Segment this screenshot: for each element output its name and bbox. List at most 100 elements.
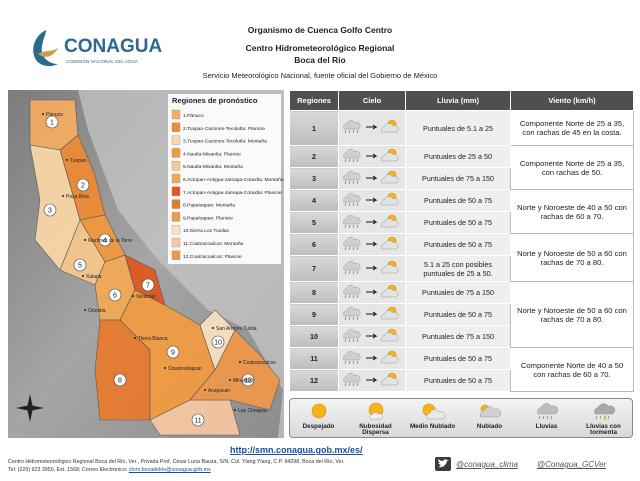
legend-swatch bbox=[171, 224, 181, 235]
rain-cell: 5.1 a 25 con posibles puntuales de 25 a … bbox=[405, 255, 511, 282]
wind-cell: Norte y Noroeste de 50 a 60 con rachas d… bbox=[510, 233, 634, 282]
sky-legend-symbol bbox=[422, 403, 445, 420]
legend-label: 9.Papaloapan: Planicie bbox=[183, 215, 233, 221]
rain-cell: Puntuales de 5.1 a 25 bbox=[405, 110, 511, 146]
place-label: Martínez de la Torre bbox=[88, 238, 133, 244]
region-marker bbox=[191, 413, 205, 427]
place-label: Poza Rica bbox=[66, 194, 89, 200]
twitter-handle[interactable]: @conagua_clima bbox=[456, 460, 518, 469]
place-dot bbox=[66, 159, 68, 161]
map-region bbox=[189, 329, 281, 411]
logo: CONAGUA COMISIÓN NACIONAL DEL AGUA bbox=[33, 30, 162, 67]
region-cell: 4 bbox=[289, 189, 339, 212]
url-link[interactable]: http://smn.conagua.gob.mx/es/ bbox=[230, 445, 363, 455]
sky-legend-label: Lluvias con tormenta bbox=[586, 422, 621, 437]
sky-legend-symbol bbox=[311, 403, 326, 419]
region-cell: 2 bbox=[289, 145, 339, 168]
table-row: 10 Puntuales de 75 a 150 bbox=[289, 325, 634, 348]
column-header: Lluvia (mm) bbox=[405, 90, 511, 111]
sky-icons bbox=[343, 260, 399, 274]
sky-legend-item: Despejado bbox=[290, 399, 347, 437]
sky-legend-symbol bbox=[368, 402, 383, 420]
email-link[interactable]: chmr.bocadelrio@conagua.gob.mx bbox=[128, 467, 211, 473]
region-cell: 7 bbox=[289, 255, 339, 282]
phone: Tel: (229) 923 3950, Ext. 1568; Correo E… bbox=[8, 467, 128, 473]
legend-label: 12.Coatzacoalcos: Planicie bbox=[183, 254, 242, 260]
place-label: Minatitlán bbox=[233, 378, 255, 384]
rain-cell: Puntuales de 50 a 75 bbox=[405, 303, 511, 326]
region-number: 10 bbox=[214, 340, 222, 347]
legend-swatch bbox=[171, 186, 181, 197]
place-label: Orizaba bbox=[88, 308, 106, 314]
sky-icons bbox=[343, 214, 399, 228]
sky-legend-label: Nubosidad Dispersa bbox=[359, 422, 392, 437]
sky-icons bbox=[343, 236, 399, 250]
legend-label: 6.Actopan-Antigua-Jamapa-Cotaxtla: Monta… bbox=[183, 177, 284, 183]
rain-cell: Puntuales de 50 a 75 bbox=[405, 233, 511, 256]
table-row: 1 Puntuales de 5.1 a 25 Componente Norte d… bbox=[289, 110, 634, 146]
place-label: Coatzacoalcos bbox=[243, 360, 276, 366]
place-dot bbox=[132, 295, 134, 297]
region-number: 8 bbox=[118, 378, 122, 385]
rain-cell: Puntuales de 75 a 150 bbox=[405, 167, 511, 190]
place-dot bbox=[42, 113, 44, 115]
sky-icons bbox=[343, 119, 399, 134]
region-cell: 5 bbox=[289, 211, 339, 234]
rain-cell: Puntuales de 50 a 75 bbox=[405, 189, 511, 212]
table-row: 3 Puntuales de 75 a 150 bbox=[289, 167, 634, 190]
sky-legend-symbol bbox=[593, 403, 615, 424]
table-row: 4 Puntuales de 50 a 75 Norte y Noroeste de… bbox=[289, 189, 634, 234]
sky-legend-icon bbox=[518, 401, 575, 424]
place-label: Pánuco bbox=[46, 112, 63, 118]
legend-title: Regiones de pronóstico bbox=[172, 96, 258, 105]
sky-icons bbox=[343, 372, 399, 386]
legend-swatch bbox=[171, 212, 181, 222]
sky-legend-symbol bbox=[536, 403, 558, 420]
region-number: 7 bbox=[146, 283, 150, 290]
sky-legend-label: Despejado bbox=[302, 422, 335, 430]
place-dot bbox=[234, 409, 236, 411]
region-marker bbox=[241, 373, 255, 387]
sky-legend-icon bbox=[347, 401, 404, 424]
place-label: Tuxpan bbox=[70, 158, 87, 164]
sky-cell bbox=[338, 145, 406, 168]
legend-swatch bbox=[171, 160, 181, 171]
compass-rose bbox=[16, 394, 44, 422]
sky-icons bbox=[343, 284, 399, 298]
region-cell: 9 bbox=[289, 303, 339, 326]
address: Centro Hidrometeorológico Regional Boca … bbox=[8, 459, 345, 465]
twitter-handle[interactable]: @Conagua_GCVer bbox=[537, 460, 607, 469]
region-number: 9 bbox=[171, 350, 175, 357]
sky-cell bbox=[338, 281, 406, 304]
sky-legend-icon bbox=[404, 401, 461, 424]
sky-icons bbox=[343, 328, 399, 342]
place-dot bbox=[82, 275, 84, 277]
rain-cell: Puntuales de 50 a 75 bbox=[405, 211, 511, 234]
table-row: 11 Puntuales de 50 a 75 Componente Norte d… bbox=[289, 347, 634, 392]
wind-cell: Componente Norte de 25 a 35, con rachas … bbox=[510, 110, 634, 146]
sky-legend-item: Lluvias con tormenta bbox=[575, 399, 632, 437]
region-number: 12 bbox=[244, 378, 252, 385]
sky-icons bbox=[343, 170, 399, 184]
sky-cell bbox=[338, 255, 406, 282]
wind-cell: Componente Norte de 25 a 35, con rachas … bbox=[510, 145, 634, 190]
region-number: 3 bbox=[48, 208, 52, 215]
place-label: Cosamaloapan bbox=[168, 366, 202, 372]
sky-cell bbox=[338, 211, 406, 234]
legend-label: 2.Tuxpan-Cazones-Tecolutla: Planicie bbox=[183, 126, 265, 132]
sky-legend-icon bbox=[575, 401, 632, 424]
legend-swatch bbox=[171, 173, 181, 184]
place-label: Tierra Blanca bbox=[138, 336, 168, 342]
wind-cell: Norte y Noroeste de 50 a 60 con rachas d… bbox=[510, 281, 634, 348]
legend-swatch bbox=[171, 148, 181, 158]
region-cell: 8 bbox=[289, 281, 339, 304]
sky-legend-label: Medio Nublado bbox=[409, 422, 456, 430]
logo-wave bbox=[38, 48, 58, 57]
wind-cell: Componente Norte de 40 a 50 con rachas d… bbox=[510, 347, 634, 392]
subtitle: Servicio Meteorológico Nacional, fuente … bbox=[202, 71, 438, 80]
legend-label: 10.Sierra Los Tuxtlas bbox=[183, 228, 229, 234]
legend-swatch bbox=[171, 199, 181, 209]
region-number: 6 bbox=[113, 293, 117, 300]
region-marker bbox=[43, 203, 57, 217]
